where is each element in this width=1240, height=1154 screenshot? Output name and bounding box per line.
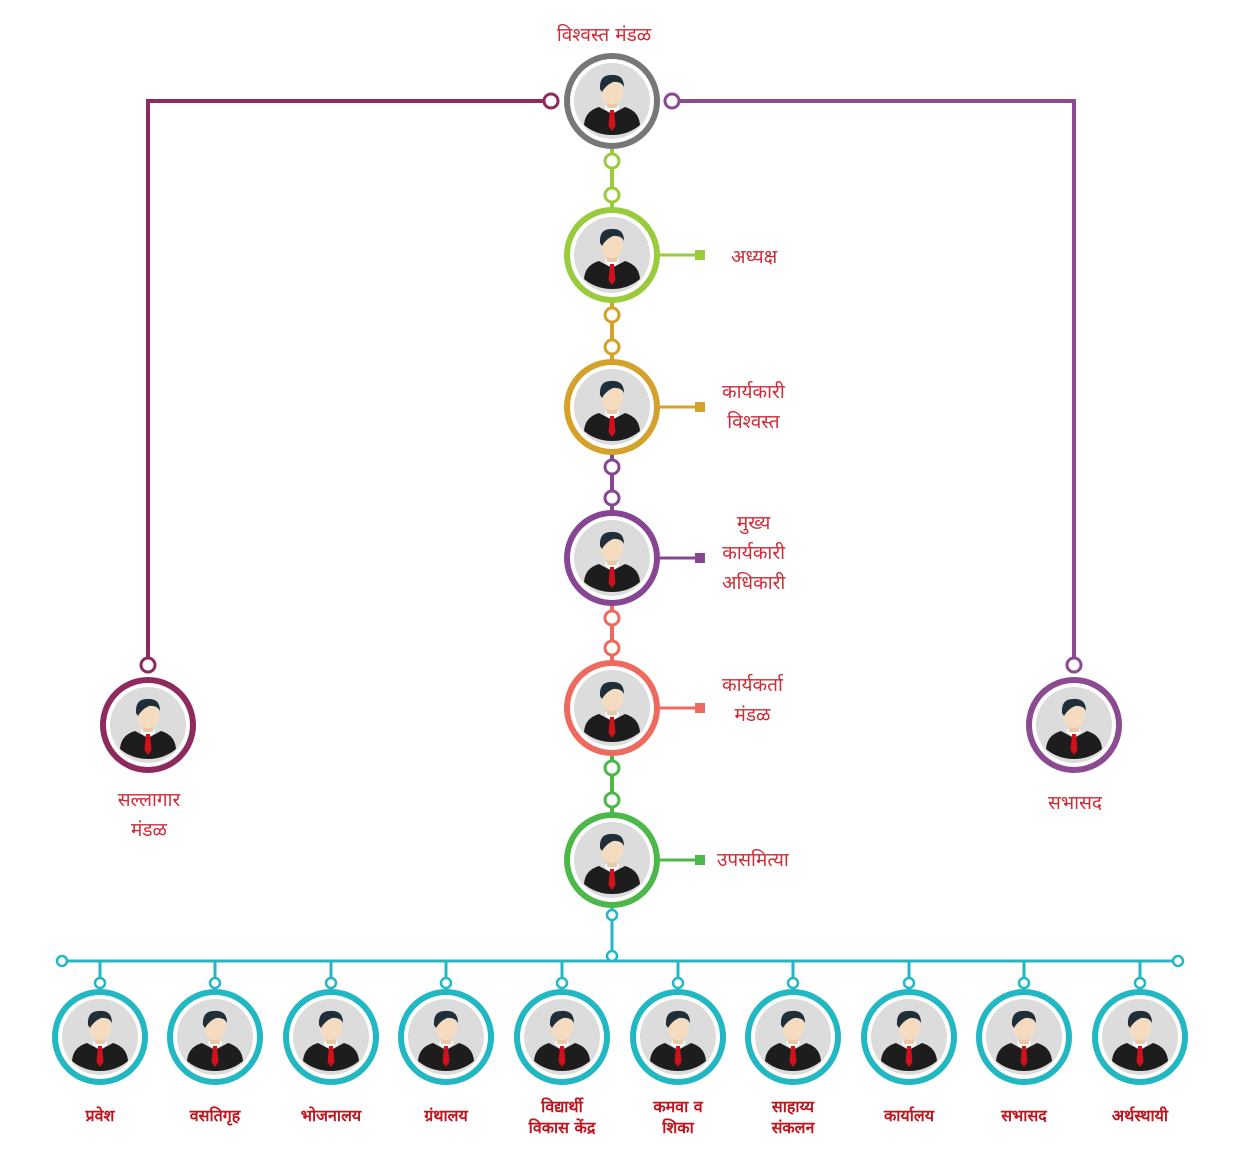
subcommittee-avatar-1 bbox=[52, 989, 148, 1085]
connector-ring bbox=[603, 152, 621, 170]
person-icon bbox=[574, 369, 650, 445]
connector-ring bbox=[663, 92, 681, 110]
subcommittee-label: ग्रंथालय bbox=[424, 1106, 468, 1125]
person-icon bbox=[574, 670, 650, 746]
chain-label-upasamitya: उपसमित्या bbox=[717, 849, 789, 871]
connector-square bbox=[695, 402, 705, 412]
chain-avatar-upasamitya bbox=[564, 812, 660, 908]
subcommittee-label: वसतिगृह bbox=[189, 1106, 241, 1125]
nodes-layer bbox=[52, 53, 1188, 1085]
connector-ring bbox=[603, 609, 621, 627]
connector-ring bbox=[603, 458, 621, 476]
person-icon bbox=[574, 520, 650, 596]
chain-avatar-mukhya bbox=[564, 510, 660, 606]
subcommittee-avatar-6 bbox=[630, 989, 726, 1085]
subcommittee-avatar-4 bbox=[398, 989, 494, 1085]
connector-ring bbox=[603, 759, 621, 777]
subcommittee-avatar-7 bbox=[745, 989, 841, 1085]
person-icon bbox=[177, 999, 253, 1075]
connector-ring bbox=[1017, 976, 1031, 990]
subcommittee-label: प्रवेश bbox=[85, 1106, 115, 1125]
right-branch-line bbox=[671, 99, 1076, 665]
connector-ring bbox=[1065, 656, 1083, 674]
connector-ring bbox=[139, 656, 157, 674]
chain-avatar-adhyaksha bbox=[564, 207, 660, 303]
subcommittee-label: कमवा व शिका bbox=[653, 1097, 703, 1137]
subcommittee-avatar-2 bbox=[167, 989, 263, 1085]
connector-ring bbox=[555, 976, 569, 990]
subcommittee-avatar-10 bbox=[1092, 989, 1188, 1085]
person-icon bbox=[755, 999, 831, 1075]
subcommittee-label: सभासद bbox=[1001, 1106, 1047, 1125]
connector-ring bbox=[603, 186, 621, 204]
chain-avatar-karyakari_vishwast bbox=[564, 359, 660, 455]
right-node-avatar bbox=[1026, 677, 1122, 773]
subcommittee-label: भोजनालय bbox=[300, 1106, 362, 1125]
right-node-label: सभासद bbox=[1047, 792, 1103, 814]
connector-square bbox=[695, 553, 705, 563]
connector-square bbox=[695, 250, 705, 260]
connector-ring bbox=[603, 639, 621, 657]
chain-label-mukhya-adhikari: मुख्य कार्यकारी अधिकारी bbox=[722, 512, 786, 594]
person-icon bbox=[524, 999, 600, 1075]
chain-label-karyakari-vishwast: कार्यकारी विश्वस्त bbox=[722, 381, 785, 433]
left-branch-line bbox=[146, 99, 553, 665]
connector-square bbox=[695, 855, 705, 865]
top-node-avatar bbox=[564, 53, 660, 149]
person-icon bbox=[574, 63, 650, 139]
person-icon bbox=[574, 822, 650, 898]
person-icon bbox=[871, 999, 947, 1075]
person-icon bbox=[62, 999, 138, 1075]
subcommittee-avatar-8 bbox=[861, 989, 957, 1085]
chain-label-adhyaksha: अध्यक्ष bbox=[731, 246, 778, 268]
connector-ring bbox=[902, 976, 916, 990]
connector-ring bbox=[603, 489, 621, 507]
connector-ring bbox=[208, 976, 222, 990]
connector-ring bbox=[671, 976, 685, 990]
chain-avatar-karyakarta bbox=[564, 660, 660, 756]
subcommittee-label: कार्यालय bbox=[884, 1106, 934, 1125]
connector-ring bbox=[786, 976, 800, 990]
connector-ring bbox=[542, 92, 560, 110]
left-node-label: सल्लागार मंडळ bbox=[117, 789, 181, 841]
subcommittee-label: विद्यार्थी विकास केंद्र bbox=[528, 1097, 596, 1137]
top-node-label: विश्वस्त मंडळ bbox=[556, 24, 652, 46]
connector-square bbox=[695, 703, 705, 713]
person-icon bbox=[574, 217, 650, 293]
connector-ring bbox=[439, 976, 453, 990]
person-icon bbox=[1102, 999, 1178, 1075]
connector-ring bbox=[603, 791, 621, 809]
person-icon bbox=[986, 999, 1062, 1075]
person-icon bbox=[408, 999, 484, 1075]
left-node-avatar bbox=[100, 677, 196, 773]
subcommittee-avatar-3 bbox=[283, 989, 379, 1085]
connector-ring bbox=[93, 976, 107, 990]
connector-ring bbox=[324, 976, 338, 990]
chain-label-karyakarta-mandal: कार्यकर्ता मंडळ bbox=[722, 674, 783, 726]
bus-end-ring bbox=[55, 954, 69, 968]
connector-ring bbox=[603, 306, 621, 324]
subcommittee-avatar-9 bbox=[976, 989, 1072, 1085]
subcommittee-avatar-5 bbox=[514, 989, 610, 1085]
person-icon bbox=[110, 687, 186, 763]
connector-ring bbox=[1133, 976, 1147, 990]
person-icon bbox=[1036, 687, 1112, 763]
subcommittee-label: साहाय्य संकलन bbox=[771, 1097, 815, 1137]
connector-ring bbox=[603, 338, 621, 356]
connector-ring bbox=[605, 949, 619, 963]
person-icon bbox=[293, 999, 369, 1075]
subcommittee-label: अर्थस्थायी bbox=[1111, 1106, 1169, 1125]
person-icon bbox=[640, 999, 716, 1075]
connector-ring bbox=[605, 908, 619, 922]
bus-end-ring bbox=[1171, 954, 1185, 968]
